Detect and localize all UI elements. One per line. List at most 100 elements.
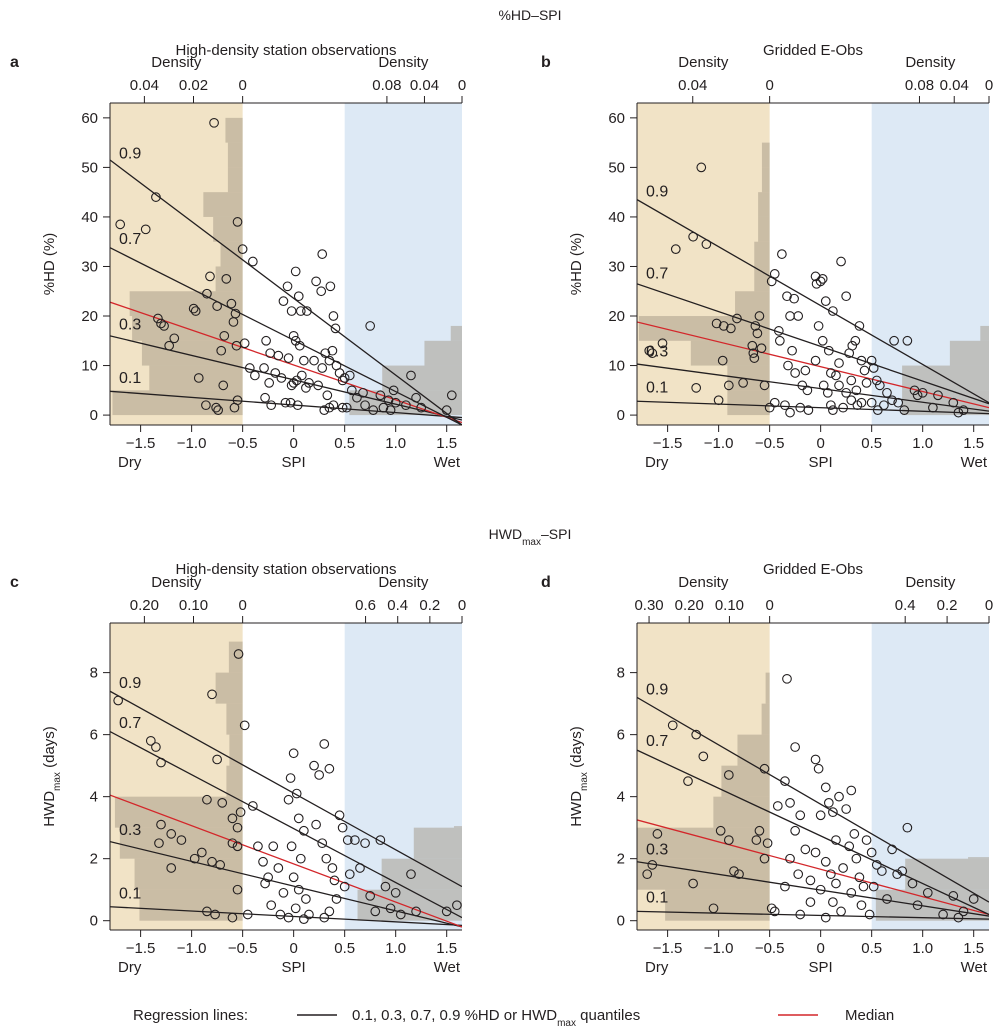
dry-label: Dry xyxy=(645,454,669,471)
data-point xyxy=(319,912,330,923)
data-point xyxy=(751,835,762,845)
density-bar-left xyxy=(765,672,770,704)
data-point xyxy=(339,881,350,892)
data-point xyxy=(817,335,828,346)
data-point xyxy=(344,869,355,880)
data-point xyxy=(887,844,897,855)
data-point xyxy=(264,378,275,388)
data-point xyxy=(766,276,777,287)
data-point xyxy=(787,345,797,356)
data-point xyxy=(968,894,979,904)
quantile-label: 0.1 xyxy=(119,885,141,902)
data-point xyxy=(691,729,702,740)
quantile-line xyxy=(637,696,989,903)
data-point xyxy=(810,754,821,765)
data-point xyxy=(708,903,719,914)
quantile-line xyxy=(110,159,462,425)
data-point xyxy=(810,271,821,282)
data-point xyxy=(759,763,770,774)
data-point xyxy=(846,887,857,898)
density-tick-label-right: 0.08 xyxy=(372,77,401,94)
wet-region xyxy=(871,623,989,930)
data-point xyxy=(299,914,309,924)
density-bar-right xyxy=(450,325,462,341)
y-axis-label: HWDmax (days) xyxy=(568,726,590,827)
density-bar-left xyxy=(758,216,770,242)
data-point xyxy=(292,400,303,411)
quantile-line xyxy=(110,906,462,926)
y-tick-label: 40 xyxy=(81,209,98,226)
data-point xyxy=(304,378,314,388)
x-tick-label: 1.5 xyxy=(436,940,457,957)
data-point xyxy=(375,390,386,401)
data-point xyxy=(239,338,250,349)
density-bar-left xyxy=(114,796,243,828)
x-tick-label: 1.0 xyxy=(385,940,406,957)
y-tick-label: 30 xyxy=(81,258,98,275)
density-bar-left xyxy=(227,142,243,168)
data-point xyxy=(288,872,299,883)
data-point xyxy=(647,860,658,870)
data-point xyxy=(912,390,923,401)
y-tick-label: 0 xyxy=(90,407,98,424)
data-point xyxy=(355,863,365,873)
data-point xyxy=(232,217,243,227)
data-point xyxy=(802,385,813,396)
data-point xyxy=(416,402,427,413)
data-point xyxy=(212,301,222,311)
density-tick-label-left: 0.10 xyxy=(715,597,744,614)
density-bar-left xyxy=(761,142,770,168)
x-tick-label: 0 xyxy=(289,940,297,957)
data-point xyxy=(189,853,200,864)
data-point xyxy=(958,906,969,917)
density-bar-left xyxy=(215,672,243,704)
data-point xyxy=(846,395,857,406)
data-point xyxy=(820,856,831,867)
data-point xyxy=(726,323,736,334)
data-point xyxy=(247,801,258,811)
data-point xyxy=(838,863,848,873)
density-tick-label-left: 0.20 xyxy=(675,597,704,614)
data-point xyxy=(844,841,855,852)
data-point xyxy=(406,370,416,381)
data-point xyxy=(841,291,852,302)
data-point xyxy=(293,884,304,895)
data-point xyxy=(823,345,834,356)
quantile-line xyxy=(637,363,989,412)
data-point xyxy=(871,375,882,386)
quantile-line xyxy=(110,390,462,419)
data-point xyxy=(201,400,211,411)
data-point xyxy=(828,897,838,907)
density-bar-right xyxy=(905,858,989,890)
data-point xyxy=(818,380,829,391)
data-point xyxy=(715,825,726,836)
quantile-label: 0.3 xyxy=(119,822,141,839)
data-point xyxy=(164,340,175,351)
data-point xyxy=(320,348,331,359)
data-point xyxy=(723,770,734,780)
data-point xyxy=(213,405,224,415)
wet-label: Wet xyxy=(961,959,988,976)
data-point xyxy=(866,397,877,408)
density-bar-left xyxy=(226,765,243,797)
data-point xyxy=(912,900,923,911)
x-tick-label: −1.5 xyxy=(653,940,683,957)
density-tick-label-right: 0 xyxy=(985,77,993,94)
data-point xyxy=(219,330,230,341)
data-point xyxy=(210,909,220,920)
density-bar-left xyxy=(727,390,770,416)
data-point xyxy=(805,897,816,907)
data-point xyxy=(293,813,304,824)
data-point xyxy=(762,838,773,849)
data-point xyxy=(738,378,748,388)
data-point xyxy=(330,323,341,334)
data-point xyxy=(766,903,777,914)
data-point xyxy=(874,380,885,391)
median-line xyxy=(110,301,462,424)
data-point xyxy=(383,395,394,406)
data-point xyxy=(780,400,790,411)
density-axis-label-left: Density xyxy=(678,574,729,591)
data-point xyxy=(207,689,217,700)
density-bar-left xyxy=(226,703,243,735)
data-point xyxy=(750,321,761,331)
